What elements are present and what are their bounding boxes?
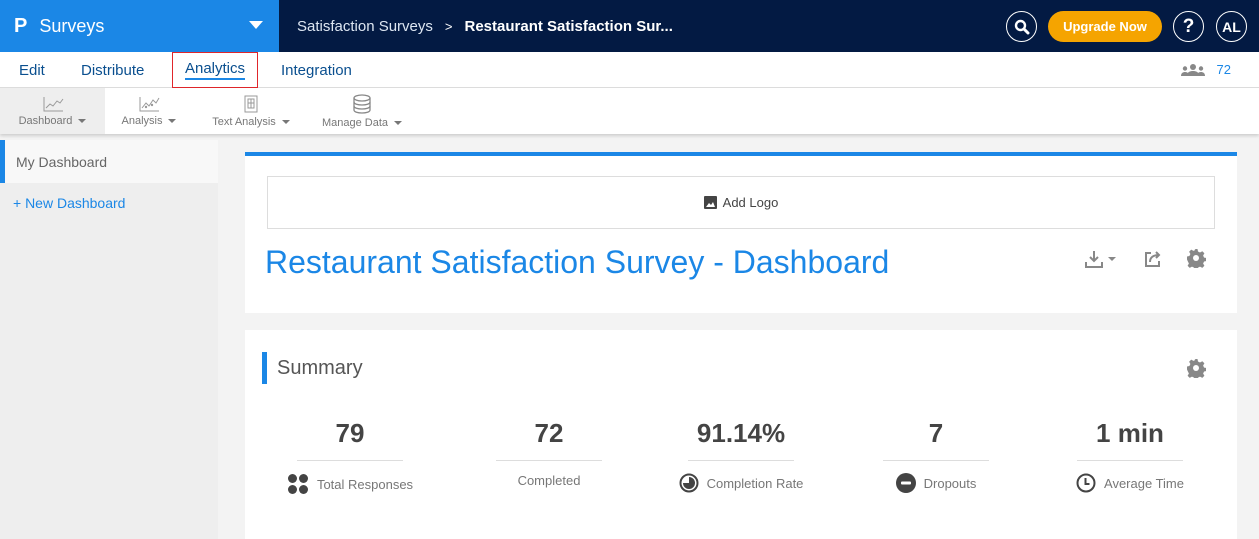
upgrade-now-button[interactable]: Upgrade Now	[1048, 11, 1162, 42]
search-button[interactable]	[1006, 11, 1037, 42]
dashboard-sidebar: My Dashboard + New Dashboard	[0, 140, 218, 539]
analytics-toolbar: Dashboard Analysis Text Analysis Manage …	[0, 88, 1259, 134]
stat-completion-rate: 91.14% Completion Rate	[671, 418, 811, 493]
pie-icon	[679, 473, 699, 493]
chevron-down-icon	[78, 118, 87, 123]
dashboard-title[interactable]: Restaurant Satisfaction Survey - Dashboa…	[265, 244, 890, 280]
stat-average-time: 1 min Average Time	[1060, 418, 1200, 493]
share-icon	[1145, 251, 1161, 267]
app-logo-icon: P	[14, 14, 28, 37]
tab-distribute[interactable]: Distribute	[81, 61, 145, 79]
document-grid-icon	[244, 95, 258, 112]
breadcrumb: Satisfaction Surveys > Restaurant Satisf…	[297, 0, 673, 52]
avatar[interactable]: AL	[1216, 11, 1247, 42]
add-logo-button[interactable]: Add Logo	[267, 176, 1215, 229]
breadcrumb-item-survey: Restaurant Satisfaction Sur...	[464, 17, 673, 35]
user-count: 72	[1216, 62, 1231, 77]
chevron-down-icon	[281, 119, 290, 124]
new-dashboard-button[interactable]: + New Dashboard	[13, 195, 126, 211]
chevron-down-icon	[1108, 257, 1116, 261]
summary-settings-button[interactable]	[1186, 358, 1207, 383]
scatter-chart-icon	[139, 96, 160, 111]
search-icon	[1014, 19, 1029, 34]
respondent-count[interactable]: 72	[1180, 62, 1231, 77]
app-switcher[interactable]: P Surveys	[0, 0, 279, 52]
image-icon	[703, 196, 717, 209]
dashboard-header-card: Add Logo Restaurant Satisfaction Survey …	[245, 152, 1237, 313]
stat-total-responses: 79 Total Responses	[280, 418, 420, 495]
breadcrumb-separator: >	[444, 18, 453, 34]
download-button[interactable]	[1085, 250, 1116, 268]
dashboard-settings-button[interactable]	[1186, 248, 1207, 273]
app-name: Surveys	[39, 15, 105, 36]
tab-edit[interactable]: Edit	[19, 61, 45, 79]
minus-circle-icon	[895, 473, 916, 493]
toolbar-manage-data[interactable]: Manage Data	[314, 88, 410, 134]
download-icon	[1085, 251, 1103, 268]
section-tabs: Edit Distribute Analytics Integration 72	[0, 52, 1259, 88]
users-icon	[1180, 63, 1205, 76]
chevron-down-icon	[394, 120, 403, 125]
breadcrumb-item-folder[interactable]: Satisfaction Surveys	[297, 17, 433, 35]
tab-integration[interactable]: Integration	[281, 61, 352, 79]
sidebar-item-my-dashboard[interactable]: My Dashboard	[0, 140, 218, 183]
top-bar: P Surveys Satisfaction Surveys > Restaur…	[0, 0, 1259, 52]
database-icon	[353, 93, 371, 114]
help-button[interactable]: ?	[1173, 11, 1204, 42]
gear-icon	[1187, 359, 1207, 380]
summary-card: Summary 79 Total Responses 72 Completed …	[245, 330, 1237, 539]
toolbar-analysis[interactable]: Analysis	[105, 88, 193, 134]
share-button[interactable]	[1144, 250, 1162, 273]
tab-analytics[interactable]: Analytics	[172, 52, 258, 88]
dots-grid-icon	[287, 474, 308, 494]
clock-icon	[1076, 473, 1096, 493]
stat-dropouts: 7 Dropouts	[866, 418, 1006, 493]
summary-title: Summary	[262, 352, 363, 384]
stat-completed: 72 Completed	[479, 418, 619, 488]
gear-icon	[1187, 249, 1207, 270]
chevron-down-icon	[168, 118, 177, 123]
toolbar-text-analysis[interactable]: Text Analysis	[200, 88, 302, 134]
line-chart-icon	[43, 96, 63, 111]
toolbar-dashboard[interactable]: Dashboard	[0, 88, 105, 134]
chevron-down-icon	[249, 21, 263, 29]
